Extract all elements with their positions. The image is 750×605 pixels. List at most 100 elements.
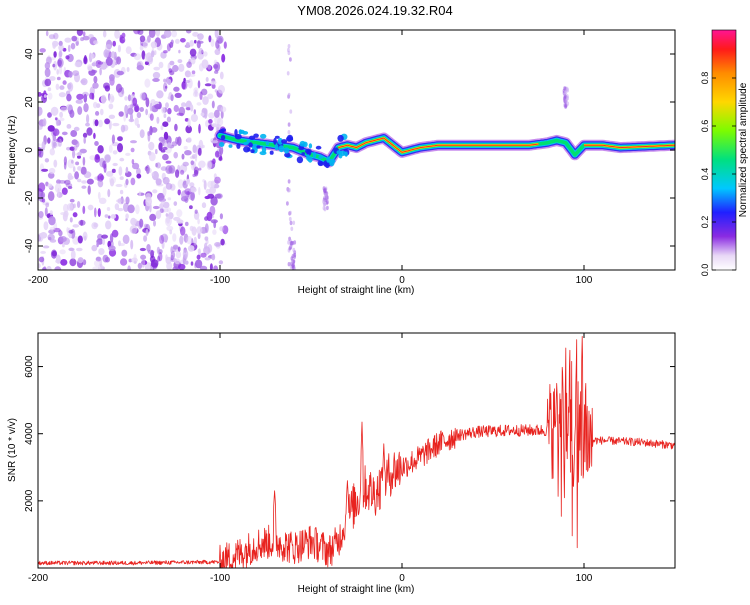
spectrogram-streak-blob <box>287 92 291 98</box>
spectrogram-noise-blob <box>66 124 72 129</box>
spectrogram-noise-blob <box>162 153 169 161</box>
spectrogram-noise-blob <box>155 162 161 169</box>
spectrogram-noise-blob <box>145 228 149 237</box>
spectrogram-noise-blob <box>56 69 59 75</box>
spectrogram-ridge-blob <box>277 137 283 145</box>
spectrogram-noise-blob <box>70 130 78 137</box>
snr-ytick-label: 6000 <box>24 355 35 378</box>
spectrogram-noise-blob <box>82 205 86 215</box>
spectrogram-noise-blob <box>165 183 173 190</box>
spectrogram-noise-blob <box>44 67 51 78</box>
spectrogram-noise-blob <box>196 254 201 260</box>
spectrogram-noise-blob <box>136 112 142 119</box>
spectrogram-noise-blob <box>198 47 203 55</box>
spectrogram-noise-blob <box>58 44 64 51</box>
spectrogram-noise-blob <box>165 160 172 164</box>
spectrogram-noise-blob <box>208 119 213 124</box>
spectrogram-ridge-blob <box>301 152 306 156</box>
spectrogram-noise-blob <box>75 99 84 104</box>
spectrogram-ytick-label: -20 <box>24 190 35 205</box>
spectrogram-ridge-blob <box>308 143 313 149</box>
spectrogram-noise-blob <box>48 34 56 40</box>
spectrogram-noise-blob <box>197 218 200 225</box>
spectrogram-noise-blob <box>69 217 73 223</box>
spectrogram-ridge-blob <box>298 146 305 151</box>
spectrogram-ridge-blob <box>274 144 279 151</box>
snr-frame <box>37 332 676 569</box>
spectrogram-noise-blob <box>63 203 69 213</box>
spectrogram-noise-blob <box>131 159 135 165</box>
spectrogram-noise-blob <box>204 242 208 250</box>
spectrogram-noise-blob <box>212 229 217 235</box>
spectrogram-noise-blob <box>173 104 179 113</box>
spectrogram-noise-blob <box>117 197 125 205</box>
spectrogram-streak-blob <box>287 179 291 184</box>
spectrogram-noise-blob <box>41 198 46 203</box>
spectrogram-noise-blob <box>218 156 223 162</box>
spectrogram-streak-blob <box>286 201 289 206</box>
spectrogram-streak-blob <box>322 205 326 211</box>
spectrogram-noise-blob <box>139 247 146 252</box>
spectrogram-noise-blob <box>93 222 99 228</box>
spectrogram-noise-blob <box>117 136 123 142</box>
spectrogram-noise-blob <box>184 150 192 156</box>
spectrogram-noise-blob <box>186 137 192 143</box>
spectrogram-noise-blob <box>197 147 202 156</box>
spectrogram-noise-blob <box>53 32 59 40</box>
spectrogram-noise-blob <box>163 131 169 140</box>
spectrogram-noise-blob <box>47 112 52 118</box>
spectrogram-noise-blob <box>40 250 46 254</box>
spectrogram-streak-blob <box>566 88 569 93</box>
spectrogram-noise-blob <box>98 119 103 128</box>
spectrogram-noise-blob <box>107 189 111 198</box>
spectrogram-noise-blob <box>93 101 98 109</box>
spectrogram-noise-blob <box>180 226 186 236</box>
spectrogram-noise-blob <box>176 112 184 116</box>
spectrogram-noise-blob <box>77 151 82 156</box>
spectrogram-noise-blob <box>212 158 216 165</box>
spectrogram-noise-blob <box>57 57 64 68</box>
spectrogram-noise-blob <box>47 137 51 144</box>
spectrogram-noise-blob <box>102 238 106 246</box>
spectrogram-noise-blob <box>167 78 172 86</box>
spectrogram-noise-blob <box>207 93 214 100</box>
spectrogram-noise-blob <box>119 176 124 181</box>
spectrogram-noise-blob <box>189 205 193 210</box>
spectrogram-noise-blob <box>47 125 55 132</box>
spectrogram-noise-blob <box>67 83 72 90</box>
spectrogram-noise-blob <box>59 85 65 90</box>
spectrogram-noise-blob <box>193 236 197 246</box>
spectrogram-noise-blob <box>108 245 116 251</box>
spectrogram-marks <box>38 30 675 270</box>
spectrogram-noise-blob <box>161 106 166 114</box>
spectrogram-ridge-blob <box>269 150 274 155</box>
spectrogram-noise-blob <box>40 191 46 199</box>
spectrogram-noise-blob <box>83 56 88 65</box>
spectrogram-noise-blob <box>49 226 56 231</box>
snr-ylabel: SNR (10 * v/v) <box>7 418 18 482</box>
spectrogram-noise-blob <box>96 175 100 182</box>
spectrogram-noise-blob <box>47 191 55 202</box>
spectrogram-noise-blob <box>171 30 178 38</box>
spectrogram-noise-blob <box>174 258 181 265</box>
spectrogram-noise-blob <box>169 229 173 235</box>
spectrogram-noise-blob <box>97 208 101 217</box>
spectrogram-noise-blob <box>163 82 168 92</box>
spectrogram-noise-blob <box>190 104 194 112</box>
spectrogram-noise-blob <box>181 102 187 107</box>
spectrogram-noise-blob <box>97 233 103 241</box>
snr-panel: -200 -100 0 100 2000 4000 6000 Height of strai… <box>7 332 676 595</box>
spectrogram-noise-blob <box>139 218 144 228</box>
spectrogram-noise-blob <box>194 152 198 162</box>
spectrogram-noise-blob <box>184 80 191 83</box>
spectrogram-noise-blob <box>77 178 82 183</box>
spectrogram-noise-blob <box>156 116 160 124</box>
spectrogram-noise-blob <box>46 265 52 270</box>
spectrogram-noise-blob <box>153 66 160 71</box>
spectrogram-noise-blob <box>198 167 202 171</box>
spectrogram-noise-blob <box>198 123 201 134</box>
spectrogram-ridge-blob <box>328 158 336 164</box>
spectrogram-noise-blob <box>177 246 181 252</box>
spectrogram-noise-blob <box>38 256 45 263</box>
